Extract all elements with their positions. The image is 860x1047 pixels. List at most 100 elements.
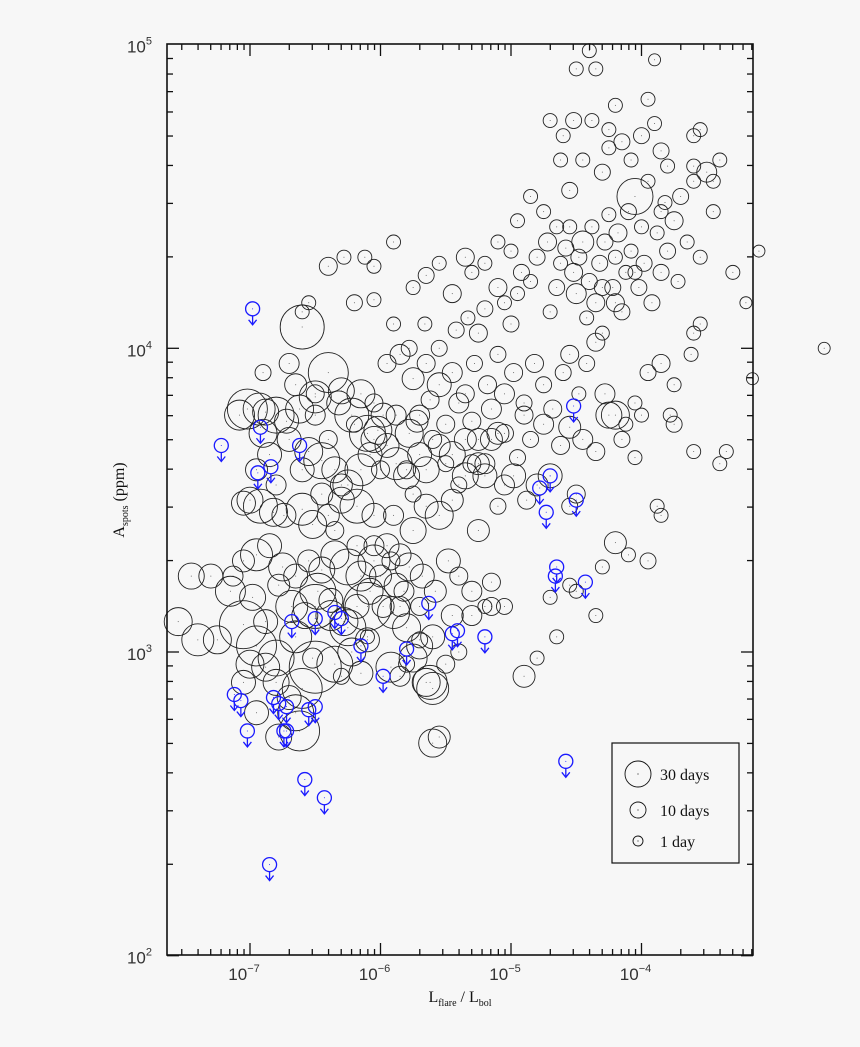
plot-frame (166, 43, 754, 956)
marker-center-dot (578, 256, 580, 258)
marker-center-dot (369, 454, 371, 456)
detection-marker (397, 460, 417, 480)
detection-marker (481, 596, 501, 616)
marker-center-dot (530, 195, 532, 197)
marker-center-dot (608, 147, 610, 149)
marker-center-dot (275, 681, 277, 683)
detection-marker (371, 460, 390, 480)
marker-center-dot (641, 226, 642, 228)
marker-center-dot (517, 457, 519, 459)
detection-marker (549, 629, 565, 645)
marker-center-dot (591, 226, 593, 228)
marker-center-dot (432, 742, 434, 744)
detection-marker (288, 640, 342, 694)
marker-center-dot (484, 463, 486, 465)
detection-marker (423, 429, 443, 449)
marker-center-dot (588, 50, 590, 52)
detection-marker (686, 173, 702, 189)
upper-limit-marker (250, 465, 266, 490)
marker-center-dot (549, 120, 551, 122)
detection-marker (318, 429, 338, 449)
detection-marker (490, 234, 506, 250)
marker-center-dot (608, 214, 610, 216)
detection-marker (345, 415, 363, 433)
marker-center-dot (308, 302, 310, 304)
marker-center-dot (386, 362, 388, 364)
marker-center-dot (660, 211, 662, 213)
marker-center-dot (425, 274, 427, 276)
detection-marker (664, 211, 684, 231)
detection-marker (554, 364, 572, 382)
marker-center-dot (473, 362, 475, 364)
marker-center-dot (556, 226, 558, 228)
detection-marker (248, 418, 278, 448)
detection-marker (466, 427, 490, 451)
detection-marker (679, 234, 695, 250)
upper-limit-marker (261, 856, 278, 882)
detection-marker (345, 294, 363, 312)
marker-center-dot (656, 505, 658, 507)
detection-points (163, 43, 831, 758)
marker-center-dot (497, 353, 499, 355)
upper-limit-marker (271, 695, 287, 721)
legend-label: 10 days (660, 803, 709, 820)
detection-marker (418, 728, 448, 758)
marker-center-dot (471, 271, 473, 273)
detection-marker (523, 274, 539, 289)
marker-center-dot (395, 463, 397, 465)
marker-center-dot (380, 469, 381, 471)
marker-center-dot (547, 241, 549, 243)
marker-center-dot (630, 159, 632, 161)
detection-marker (670, 274, 686, 289)
y-axis-title: Aspots (ppm) (111, 462, 131, 537)
detection-marker (393, 580, 415, 602)
marker-center-dot (601, 171, 603, 173)
detection-marker (627, 395, 643, 411)
detection-marker (461, 605, 483, 627)
marker-center-dot (490, 581, 492, 583)
detection-marker (357, 442, 383, 468)
marker-center-dot (732, 271, 734, 273)
marker-center-dot (520, 271, 522, 273)
marker-center-dot (340, 675, 342, 677)
marker-center-dot (599, 262, 601, 264)
marker-center-dot (278, 584, 280, 586)
marker-center-dot (265, 621, 267, 623)
marker-center-dot (625, 423, 627, 425)
marker-center-dot (451, 499, 453, 501)
detection-marker (450, 643, 468, 661)
detection-marker (257, 396, 295, 434)
marker-center-dot (419, 605, 421, 607)
marker-center-dot (556, 636, 558, 638)
detection-marker (497, 295, 512, 311)
upper-limit-marker (291, 437, 308, 463)
marker-center-dot (412, 287, 414, 289)
detection-marker (401, 367, 425, 391)
marker-center-dot (497, 287, 499, 289)
marker-center-dot (673, 384, 675, 386)
marker-center-dot (347, 484, 349, 486)
marker-center-dot (477, 332, 479, 334)
detection-marker (381, 551, 401, 571)
detection-marker (489, 345, 507, 363)
detection-marker (660, 158, 676, 174)
detection-marker (568, 61, 584, 77)
detection-marker (232, 549, 255, 573)
detection-marker (404, 485, 422, 503)
detection-marker (462, 454, 482, 474)
marker-center-dot (314, 396, 316, 398)
marker-center-dot (484, 308, 486, 310)
marker-center-dot (699, 323, 701, 325)
marker-center-dot (612, 287, 614, 289)
detection-marker (586, 332, 606, 352)
detection-marker (413, 493, 439, 519)
detection-marker (509, 449, 526, 467)
detection-marker (298, 509, 328, 539)
marker-center-dot (406, 627, 408, 629)
detection-marker (455, 247, 475, 267)
marker-center-dot (256, 554, 258, 556)
marker-center-dot (458, 402, 460, 404)
marker-center-dot (256, 645, 258, 647)
marker-center-dot (641, 414, 642, 416)
marker-center-dot (651, 302, 653, 304)
